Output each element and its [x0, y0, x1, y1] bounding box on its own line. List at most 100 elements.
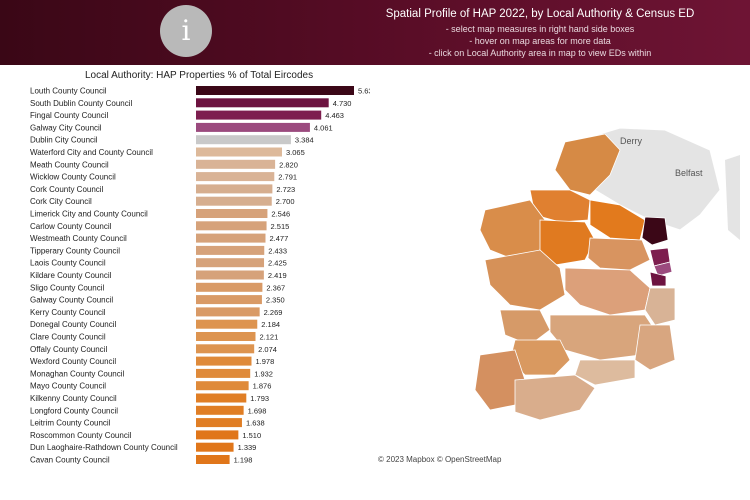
dashboard-header: i Spatial Profile of HAP 2022, by Local …	[0, 0, 750, 65]
bar[interactable]	[196, 442, 234, 452]
value-label: 1.638	[246, 419, 265, 428]
bar[interactable]	[196, 98, 329, 108]
bar[interactable]	[196, 196, 272, 206]
category-label: Roscommon County Council	[30, 431, 132, 440]
category-label: Galway City Council	[30, 123, 102, 132]
category-label: Dublin City Council	[30, 136, 98, 145]
info-icon[interactable]: i	[160, 5, 212, 57]
county-offaly-kildare-laois[interactable]	[564, 267, 651, 316]
category-label: Wexford County Council	[30, 357, 116, 366]
category-label: South Dublin County Council	[30, 99, 133, 108]
bar[interactable]	[196, 122, 310, 132]
category-label: Donegal County Council	[30, 320, 116, 329]
county-clare[interactable]	[499, 309, 551, 346]
header-instruction-2: - hover on map areas for more data	[469, 36, 611, 46]
value-label: 2.121	[260, 333, 279, 342]
bar[interactable]	[196, 110, 322, 120]
value-label: 2.367	[266, 283, 285, 292]
category-label: Kerry County Council	[30, 308, 106, 317]
county-waterford[interactable]	[574, 359, 636, 386]
value-label: 2.350	[266, 296, 285, 305]
map-label-derry: Derry	[620, 136, 642, 146]
value-label: 2.791	[278, 173, 297, 182]
bar[interactable]	[196, 319, 258, 329]
category-label: Tipperary County Council	[30, 246, 120, 255]
county-meath-westmeath[interactable]	[587, 237, 651, 271]
bar[interactable]	[196, 381, 249, 391]
bar[interactable]	[196, 258, 265, 268]
dashboard-title: Spatial Profile of HAP 2022, by Local Au…	[385, 8, 695, 20]
bar[interactable]	[196, 368, 251, 378]
value-label: 2.546	[271, 210, 290, 219]
category-label: Waterford City and County Council	[30, 148, 153, 157]
value-label: 1.793	[250, 394, 269, 403]
bar[interactable]	[196, 356, 252, 366]
bar-chart: Louth County Council 5.632 South Dublin Co…	[30, 86, 370, 465]
bar[interactable]	[196, 295, 262, 305]
bar[interactable]	[196, 147, 282, 157]
value-label: 2.074	[258, 345, 277, 354]
bar[interactable]	[196, 233, 266, 243]
county-cork[interactable]	[514, 374, 596, 421]
bar[interactable]	[196, 307, 260, 317]
value-label: 1.876	[253, 382, 272, 391]
category-label: Kildare County Council	[30, 271, 112, 280]
category-label: Wicklow County Council	[30, 173, 116, 182]
bar[interactable]	[196, 184, 273, 194]
category-label: Leitrim County Council	[30, 419, 111, 428]
category-label: Louth County Council	[30, 87, 107, 96]
county-donegal[interactable]	[554, 133, 621, 196]
britain-land	[725, 155, 740, 240]
value-label: 4.061	[314, 123, 333, 132]
value-label: 2.700	[276, 197, 295, 206]
header-instruction-3: - click on Local Authority area in map t…	[428, 48, 652, 58]
county-dublin-city[interactable]	[653, 261, 673, 277]
bar[interactable]	[196, 418, 242, 428]
value-label: 2.184	[261, 320, 280, 329]
map-label-belfast: Belfast	[675, 168, 703, 178]
value-label: 4.730	[333, 99, 352, 108]
bar[interactable]	[196, 172, 275, 182]
value-label: 2.477	[269, 234, 288, 243]
bar[interactable]	[196, 393, 247, 403]
bar[interactable]	[196, 455, 230, 464]
county-south-dublin[interactable]	[649, 271, 667, 287]
bar[interactable]	[196, 221, 267, 231]
category-label: Sligo County Council	[30, 283, 104, 292]
bar[interactable]	[196, 405, 244, 415]
value-label: 4.463	[325, 111, 344, 120]
category-label: Dun Laoghaire-Rathdown County Council	[30, 443, 178, 452]
county-wexford[interactable]	[634, 324, 676, 371]
value-label: 1.198	[234, 456, 253, 465]
value-label: 1.978	[255, 357, 274, 366]
value-label: 1.698	[248, 406, 267, 415]
value-label: 1.510	[242, 431, 261, 440]
county-wicklow[interactable]	[644, 287, 676, 326]
bar[interactable]	[196, 135, 291, 145]
chart-title: Local Authority: HAP Properties % of Tot…	[85, 70, 314, 81]
ireland-map[interactable]: Derry Belfast	[470, 120, 740, 430]
value-label: 1.339	[238, 443, 257, 452]
county-galway[interactable]	[484, 249, 566, 311]
value-label: 2.723	[276, 185, 295, 194]
bar[interactable]	[196, 86, 354, 95]
category-label: Kilkenny County Council	[30, 394, 117, 403]
bar[interactable]	[196, 344, 255, 354]
category-label: Limerick City and County Council	[30, 210, 148, 219]
category-label: Cavan County Council	[30, 456, 110, 465]
bar[interactable]	[196, 159, 276, 169]
bar[interactable]	[196, 270, 264, 280]
bar[interactable]	[196, 332, 256, 341]
value-label: 2.425	[268, 259, 287, 268]
bar[interactable]	[196, 209, 268, 218]
bar[interactable]	[196, 245, 265, 255]
county-louth[interactable]	[641, 216, 669, 246]
category-label: Fingal County Council	[30, 111, 108, 120]
value-label: 2.433	[268, 246, 287, 255]
bar[interactable]	[196, 282, 263, 292]
category-label: Cork City Council	[30, 197, 92, 206]
value-label: 3.384	[295, 136, 314, 145]
bar[interactable]	[196, 430, 239, 440]
map-copyright: © 2023 Mapbox © OpenStreetMap	[378, 455, 502, 464]
category-label: Laois County Council	[30, 259, 106, 268]
